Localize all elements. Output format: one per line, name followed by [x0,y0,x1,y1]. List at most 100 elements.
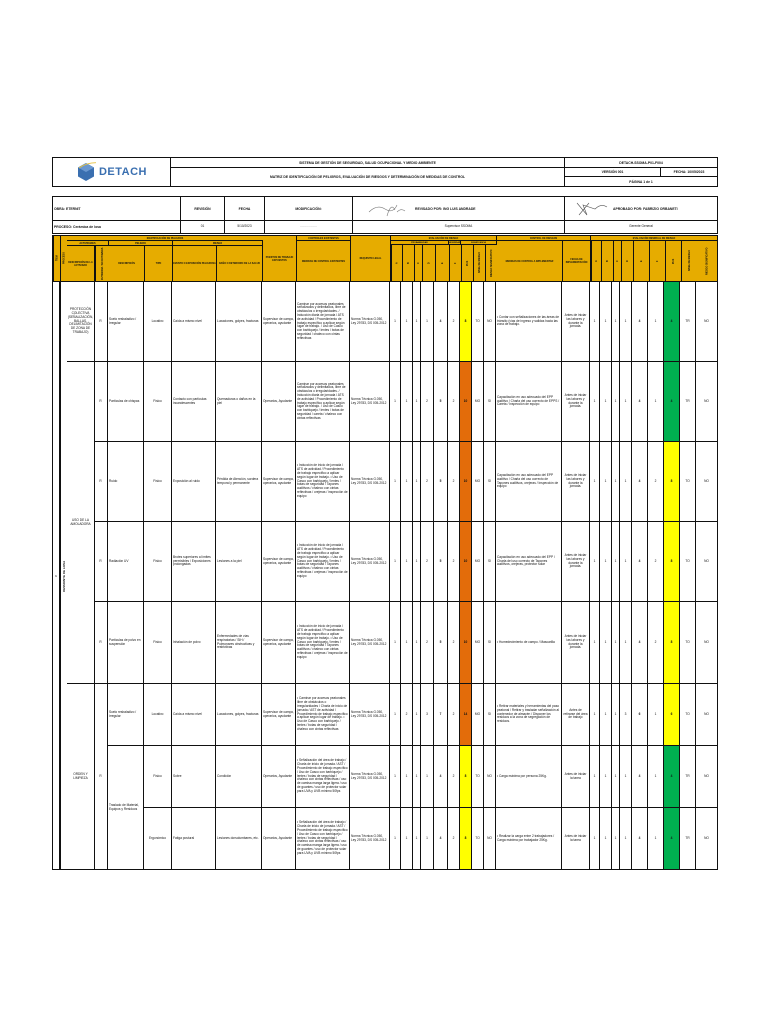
residual-c-cell: 1 [612,746,620,808]
residual-nivel-cell: TO [680,602,696,684]
medidas-cell: • Caminar por accesos peatonales libre d… [296,684,350,746]
approver-signature-icon [576,202,608,215]
residual-d-cell: 1 [620,362,632,442]
ipxs-cell: 10 [460,602,472,684]
activity-cell: ORDEN Y LIMPIEZA [67,684,95,870]
group-actividad: ACTIVIDADES [67,241,109,246]
tipo-cell: Físico [144,442,172,522]
s-cell: 2 [448,442,460,522]
residual-a-cell: 1 [590,808,600,870]
a-cell: 1 [390,442,401,522]
nivel-cell: TO [472,746,484,808]
d-cell: 1 [421,746,434,808]
evaluation-subcolumns: A B C D E F IPxS NIVEL DE RIESGO RIESGO … [391,245,497,281]
residual-ip-cell: 4 [632,362,648,442]
residual-sig-cell: NO [696,362,718,442]
d-cell: 3 [421,684,434,746]
residual-b-cell: 1 [600,602,612,684]
residual-a-cell: 1 [590,442,600,522]
d-cell: 2 [421,362,434,442]
medidas-cell: • Inducción de inicio de jornada / ATS d… [296,602,350,684]
ip-cell: 5 [434,442,448,522]
dano-cell: Lesiones dorsolumbares, etc. [216,808,262,870]
residual-c-cell: 1 [612,442,620,522]
puestos-cell: Supervisor de campo, operarios, ayudante [262,522,296,602]
tipo-cell: Locativo [144,282,172,362]
residual-col-f: F [649,241,665,281]
tipo-cell: Físico [144,746,172,808]
residual-c-cell: 1 [612,282,620,362]
sig-cell: SI [484,522,496,602]
fecha-impl-cell: Antes de iniciar las labores y durante l… [562,282,590,362]
medidas-cell: • Inducción de inicio de jornada / ATS d… [296,442,350,522]
residual-ipxs-cell: 4 [664,808,680,870]
c-cell: 1 [413,746,421,808]
fecha-label: FECHA [225,197,265,221]
s-cell: 2 [448,362,460,442]
residual-col-e: E [633,241,649,281]
a-cell: 1 [390,808,401,870]
group-significancia: SIGNIFICANCIA [461,241,497,245]
requisito-cell: Norma Técnica G.050, Ley 29783, DS 005-2… [350,602,390,684]
residual-d-cell: 1 [620,602,632,684]
approver-name: APROBADO POR: FABRIZIO ORBANETI [613,206,678,211]
col-header-c: C [414,245,422,281]
residual-col-a: A [591,241,601,281]
sig-cell: NO [484,282,496,362]
col-header-d: D [422,245,435,281]
s-cell: 2 [448,746,460,808]
dano-cell: Luxaciones, golpes, fracturas [216,282,262,362]
medidas-cell: • Señalización del área de trabajo / Cha… [296,746,350,808]
col-header-puestos: PUESTOS DE TRABAJO EXPUESTOS [263,236,297,281]
peligro-cell: Ruido [108,442,144,522]
medidas-cell: • Señalización del área de trabajo / Cha… [296,808,350,870]
a-cell: 1 [390,746,401,808]
approver-role: Gerente General [629,224,653,229]
evento-cell: Exposición al ruido [172,442,216,522]
revision-label: REVISIÓN [181,197,225,221]
evento-cell: Brotes superiores a límites permisibles … [172,522,216,602]
col-header-nivel: NIVEL DE RIESGO [473,245,485,281]
residual-a-cell: 1 [590,602,600,684]
logo-area: DETACH [53,158,171,186]
residual-s-cell: 1 [648,808,664,870]
col-header-b: B [402,245,414,281]
a-cell: 1 [390,684,401,746]
group-probabilidad: PROBABILIDAD [391,241,449,245]
info-block: OBRA: ETERNIT PROCESO: Cerámica de losa … [52,196,718,234]
rutinaria-cell: R [94,522,108,602]
residual-c-cell: 1 [612,522,620,602]
control-cell: Capacitación en uso adecuado del EPP aud… [496,442,562,522]
rutinaria-cell: R [94,442,108,522]
a-cell: 1 [390,282,401,362]
reviewer-block: REVISADO POR: ING LUIS ANDRADE [353,197,565,221]
residual-ip-cell: 4 [632,522,648,602]
col-header-actividad: DESCRIPCIÓN DE LA ACTIVIDAD [67,246,95,281]
dano-cell: Lesiones a la piel [216,522,262,602]
ip-cell: 4 [434,746,448,808]
peligro-cell: Suelo resbaladizo / irregular [108,684,144,746]
control-cell: Capacitación en uso adecuado del EPP aud… [496,362,562,442]
fecha-impl-cell: Antes de iniciar la tarea [562,746,590,808]
b-cell: 1 [401,442,413,522]
residual-col-ipxs: IPxS [665,241,681,281]
residual-s-cell: 1 [648,362,664,442]
puestos-cell: Supervisor de campo, operarios, ayudante [262,442,296,522]
nivel-cell: MO [472,442,484,522]
c-cell: 1 [413,282,421,362]
medidas-cell: • Inducción de inicio de jornada / ATS d… [296,522,350,602]
nivel-cell: MO [472,362,484,442]
residual-ip-cell: 6 [632,684,648,746]
dano-cell: Condición [216,746,262,808]
s-cell: 2 [448,808,460,870]
residual-d-cell: 1 [620,442,632,522]
reviewer-role: Supervisor SSOMA [353,221,565,233]
col-header-requisito: REQUISITO LEGAL [351,236,391,281]
b-cell: 1 [401,808,413,870]
modificacion-label: MODIFICACIÓN: [265,197,353,221]
residual-col-sig: RIESGO SIGNIFICATIVO [705,247,709,275]
tipo-cell: Físico [144,522,172,602]
puestos-cell: Supervisor de campo, operarios, ayudante [262,684,296,746]
residual-b-cell: 1 [600,282,612,362]
proceso-name: DESMONTE DE LOSA [60,282,67,870]
